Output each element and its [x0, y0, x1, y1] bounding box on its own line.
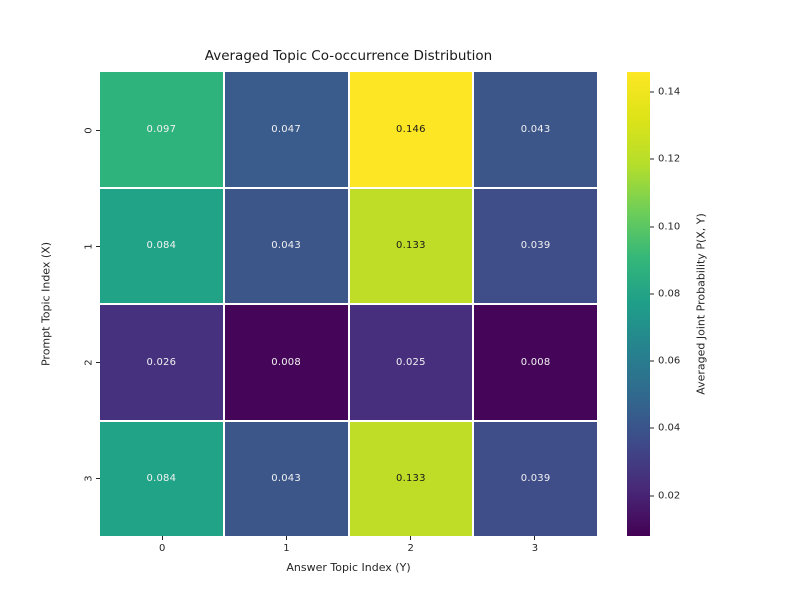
heatmap-cell-0-1: 0.047 — [224, 72, 348, 187]
y-tick-3: 3 — [68, 420, 100, 536]
y-tick-label: 1 — [83, 242, 95, 250]
heatmap-cell-3-1: 0.043 — [224, 421, 348, 536]
x-tick-1: 1 — [224, 536, 348, 558]
colorbar-tick-4: 0.06 — [650, 356, 680, 367]
colorbar-tick-mark — [650, 360, 654, 362]
colorbar-tick-label: 0.14 — [658, 86, 681, 98]
colorbar-tick-3: 0.08 — [650, 288, 680, 299]
y-tick-label: 3 — [83, 474, 95, 482]
heatmap-cell-3-0: 0.084 — [100, 421, 223, 536]
y-tick-label: 2 — [83, 358, 95, 366]
y-tick-mark — [96, 245, 100, 247]
colorbar-tick-mark — [650, 226, 654, 228]
colorbar-tick-mark — [650, 293, 654, 295]
colorbar-tick-5: 0.04 — [650, 423, 680, 434]
x-axis-label: Answer Topic Index (Y) — [286, 561, 411, 574]
y-tick-mark — [96, 477, 100, 479]
colorbar-tick-label: 0.08 — [658, 288, 681, 300]
colorbar-gradient — [627, 72, 650, 536]
colorbar-ticks: 0.14 0.12 0.10 0.08 0.06 0.04 0.02 — [650, 72, 720, 536]
y-axis-ticks: 0 1 2 3 — [68, 72, 100, 536]
y-tick-0: 0 — [68, 72, 100, 188]
heatmap-cell-2-1: 0.008 — [224, 305, 348, 420]
x-tick-3: 3 — [473, 536, 597, 558]
x-tick-label: 2 — [407, 543, 414, 554]
heatmap-cell-1-0: 0.084 — [100, 188, 223, 303]
colorbar-tick-6: 0.02 — [650, 490, 680, 501]
colorbar-tick-mark — [650, 427, 654, 429]
y-tick-mark — [96, 361, 100, 363]
x-tick-mark — [285, 536, 287, 540]
heatmap-cell-2-3: 0.008 — [474, 305, 597, 420]
colorbar-tick-label: 0.12 — [658, 153, 681, 165]
x-tick-mark — [161, 536, 163, 540]
heatmap-cell-0-2: 0.146 — [349, 72, 473, 187]
colorbar-tick-mark — [650, 495, 654, 497]
y-tick-label: 0 — [83, 126, 95, 134]
x-tick-mark — [410, 536, 412, 540]
heatmap-cell-1-2: 0.133 — [349, 188, 473, 303]
x-tick-label: 0 — [158, 543, 166, 554]
heatmap-cell-3-2: 0.133 — [349, 421, 473, 536]
y-tick-mark — [96, 129, 100, 131]
y-tick-1: 1 — [68, 188, 100, 304]
colorbar-tick-label: 0.06 — [658, 355, 681, 367]
x-axis-ticks: 0 1 2 3 — [100, 536, 597, 558]
colorbar-label: Averaged Joint Probability P(X, Y) — [694, 213, 708, 395]
heatmap-cell-3-3: 0.039 — [474, 421, 597, 536]
colorbar-tick-label: 0.02 — [658, 490, 681, 502]
x-tick-2: 2 — [349, 536, 473, 558]
x-tick-0: 0 — [100, 536, 224, 558]
x-tick-label: 3 — [531, 543, 539, 554]
heatmap-grid: 0.097 0.047 0.146 0.043 0.084 0.043 0.133 0.039… — [100, 72, 597, 536]
heatmap-cell-2-0: 0.026 — [100, 305, 223, 420]
chart-title: Averaged Topic Co-occurrence Distributio… — [204, 48, 493, 64]
y-tick-2: 2 — [68, 304, 100, 420]
heatmap-cell-0-3: 0.043 — [474, 72, 597, 187]
colorbar-tick-mark — [650, 158, 654, 160]
heatmap-cell-0-0: 0.097 — [100, 72, 223, 187]
x-tick-label: 1 — [283, 543, 290, 554]
colorbar-tick-label: 0.04 — [658, 422, 681, 434]
heatmap-cell-1-3: 0.039 — [474, 188, 597, 303]
heatmap-cell-2-2: 0.025 — [349, 305, 473, 420]
y-axis-label: Prompt Topic Index (X) — [39, 241, 53, 367]
heatmap-cell-1-1: 0.043 — [224, 188, 348, 303]
colorbar-tick-0: 0.14 — [650, 87, 680, 98]
colorbar-tick-mark — [650, 91, 654, 93]
colorbar-tick-label: 0.10 — [658, 221, 681, 233]
colorbar-tick-1: 0.12 — [650, 154, 680, 165]
x-tick-mark — [534, 536, 536, 540]
colorbar-tick-2: 0.10 — [650, 221, 680, 232]
